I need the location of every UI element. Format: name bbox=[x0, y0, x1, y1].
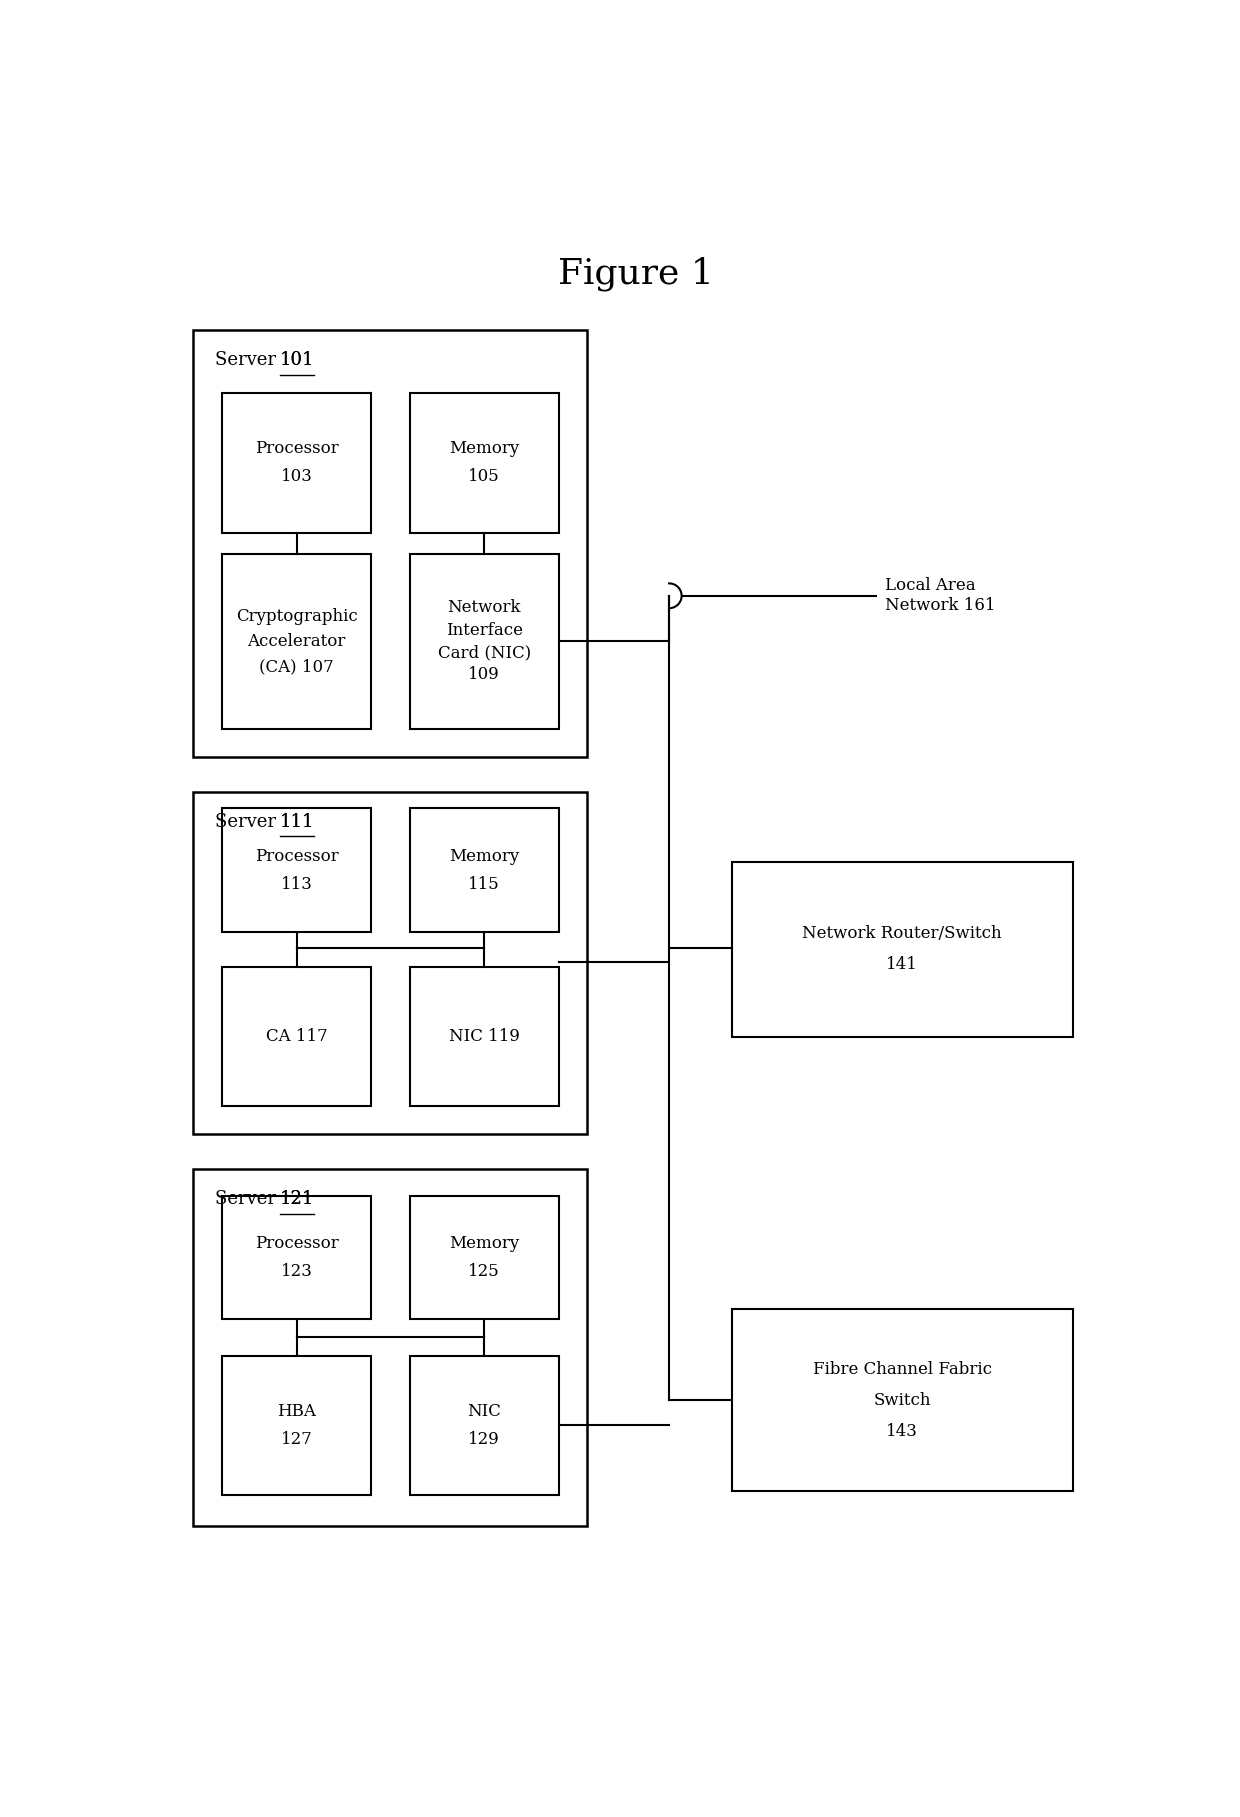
Text: Server: Server bbox=[215, 1190, 281, 1208]
Bar bbox=[732, 1310, 1073, 1492]
Bar bbox=[409, 809, 558, 932]
Bar bbox=[193, 331, 588, 756]
Text: 113: 113 bbox=[280, 876, 312, 892]
Text: 141: 141 bbox=[887, 956, 918, 972]
Text: Network Router/Switch: Network Router/Switch bbox=[802, 925, 1002, 943]
Bar bbox=[193, 1170, 588, 1526]
Bar bbox=[222, 967, 371, 1107]
Text: Interface: Interface bbox=[445, 621, 522, 638]
Text: Switch: Switch bbox=[873, 1392, 931, 1408]
Bar bbox=[409, 1355, 558, 1495]
Text: 101: 101 bbox=[280, 351, 315, 369]
Text: Fibre Channel Fabric: Fibre Channel Fabric bbox=[812, 1361, 992, 1377]
Bar bbox=[193, 792, 588, 1134]
Bar bbox=[222, 1355, 371, 1495]
Text: 121: 121 bbox=[280, 1190, 314, 1208]
Text: 109: 109 bbox=[469, 667, 500, 683]
Text: (CA) 107: (CA) 107 bbox=[259, 658, 334, 674]
Bar bbox=[732, 861, 1073, 1036]
Text: Card (NIC): Card (NIC) bbox=[438, 643, 531, 661]
Bar bbox=[409, 392, 558, 532]
Text: Memory: Memory bbox=[449, 1236, 520, 1252]
Text: 143: 143 bbox=[887, 1423, 918, 1439]
Text: Memory: Memory bbox=[449, 440, 520, 458]
Text: Figure 1: Figure 1 bbox=[558, 256, 713, 291]
Text: Server: Server bbox=[215, 812, 281, 830]
Text: Memory: Memory bbox=[449, 847, 520, 865]
Bar bbox=[409, 1196, 558, 1319]
Text: 127: 127 bbox=[280, 1432, 312, 1448]
Text: 103: 103 bbox=[280, 469, 312, 485]
Text: 123: 123 bbox=[280, 1263, 312, 1279]
Text: HBA: HBA bbox=[278, 1403, 316, 1419]
Text: Processor: Processor bbox=[255, 847, 339, 865]
Text: 115: 115 bbox=[469, 876, 500, 892]
Text: NIC: NIC bbox=[467, 1403, 501, 1419]
Text: Local Area
Network 161: Local Area Network 161 bbox=[885, 578, 996, 614]
Text: 111: 111 bbox=[280, 812, 315, 830]
Text: 121: 121 bbox=[280, 1190, 314, 1208]
Text: Server: Server bbox=[215, 351, 281, 369]
Bar bbox=[222, 1196, 371, 1319]
Text: Cryptographic: Cryptographic bbox=[236, 607, 357, 625]
Bar bbox=[222, 554, 371, 729]
Text: 125: 125 bbox=[469, 1263, 500, 1279]
Text: Accelerator: Accelerator bbox=[248, 632, 346, 650]
Text: 105: 105 bbox=[469, 469, 500, 485]
Text: 129: 129 bbox=[469, 1432, 500, 1448]
Text: Processor: Processor bbox=[255, 440, 339, 458]
Text: NIC 119: NIC 119 bbox=[449, 1028, 520, 1045]
Text: 111: 111 bbox=[280, 812, 315, 830]
Bar bbox=[409, 967, 558, 1107]
Bar bbox=[222, 392, 371, 532]
Bar bbox=[222, 809, 371, 932]
Bar bbox=[409, 554, 558, 729]
Text: CA 117: CA 117 bbox=[265, 1028, 327, 1045]
Text: Processor: Processor bbox=[255, 1236, 339, 1252]
Text: Network: Network bbox=[448, 600, 521, 616]
Text: 101: 101 bbox=[280, 351, 315, 369]
